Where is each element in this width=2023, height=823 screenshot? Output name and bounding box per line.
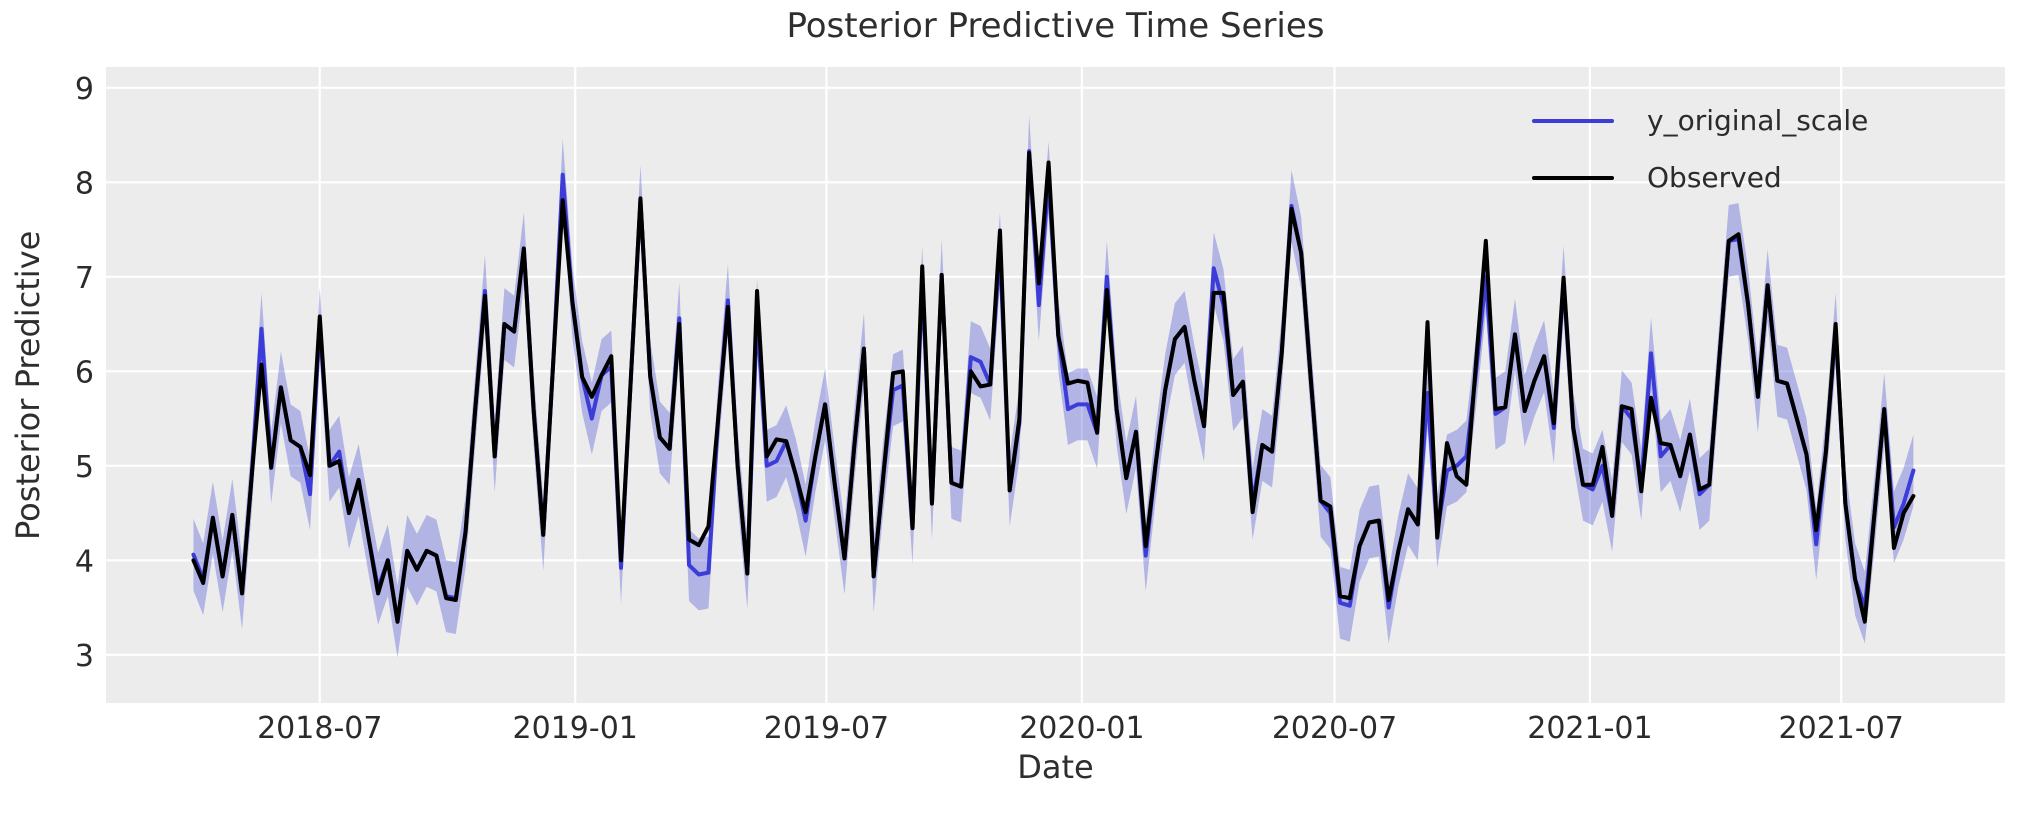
x-tick-label: 2020-01 (1019, 711, 1144, 746)
y-tick-label: 6 (75, 355, 94, 390)
legend-label: y_original_scale (1647, 104, 1869, 137)
y-tick-label: 9 (75, 72, 94, 107)
y-tick-label: 3 (75, 639, 94, 674)
y-tick-label: 7 (75, 261, 94, 296)
chart-title: Posterior Predictive Time Series (786, 6, 1325, 46)
y-tick-label: 4 (75, 544, 94, 579)
x-tick-label: 2018-07 (257, 711, 382, 746)
legend-line-sample-blue (1532, 118, 1614, 123)
x-tick-label: 2019-01 (513, 711, 638, 746)
legend-line-sample-black (1532, 175, 1614, 180)
observed-line (191, 150, 1916, 624)
y-tick-label: 8 (75, 166, 94, 201)
x-tick-label: 2021-01 (1527, 711, 1652, 746)
x-axis-label: Date (1017, 748, 1094, 786)
y-axis-label: Posterior Predictive (9, 230, 47, 540)
y-tick-label: 5 (75, 450, 94, 485)
x-tick-label: 2021-07 (1779, 711, 1904, 746)
legend-label: Observed (1647, 161, 1782, 194)
legend: y_original_scale Observed (1532, 92, 1868, 206)
legend-item-observed: Observed (1532, 149, 1868, 206)
legend-item-y-original-scale: y_original_scale (1532, 92, 1868, 149)
x-tick-label: 2019-07 (764, 711, 889, 746)
x-tick-label: 2020-07 (1272, 711, 1397, 746)
axes-background (106, 67, 2005, 703)
